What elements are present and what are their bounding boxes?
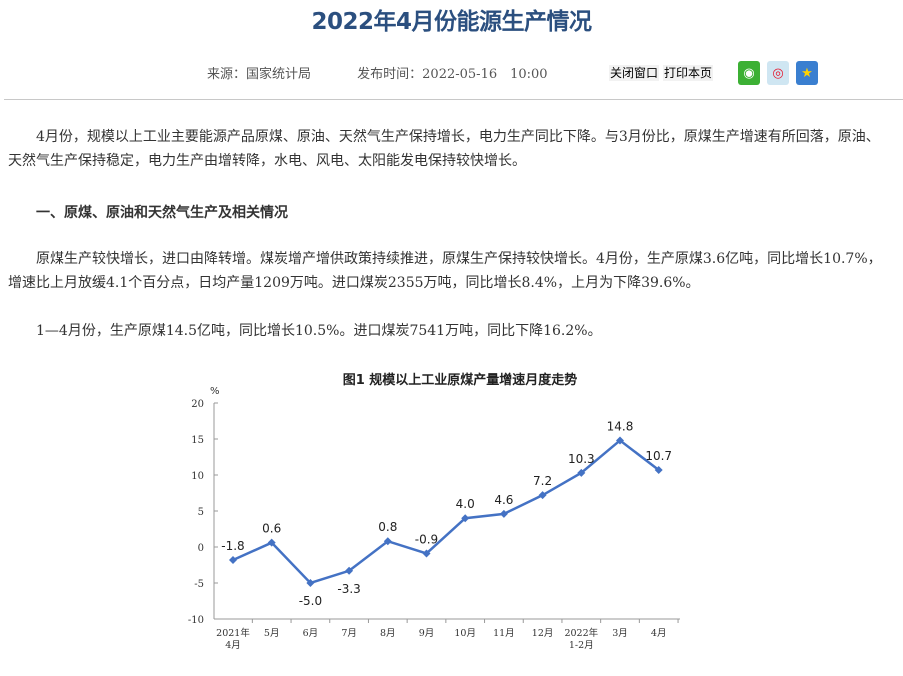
data-point (383, 537, 392, 546)
data-point (461, 514, 470, 523)
data-point (345, 566, 354, 575)
data-label: 0.6 (262, 522, 281, 536)
article-meta: 来源：国家统计局 发布时间：2022-05-16 10:00 (207, 63, 590, 82)
series-line (232, 438, 660, 585)
data-label: -3.3 (337, 582, 360, 596)
data-point (654, 465, 663, 474)
data-label: 4.6 (494, 493, 513, 507)
x-tick-label: 5月 (264, 628, 280, 639)
data-label: 14.8 (607, 419, 634, 433)
x-tick-label: 9月 (419, 628, 435, 639)
x-tick-label: 8月 (380, 628, 396, 639)
page-title: 2022年4月份能源生产情况 (311, 9, 592, 35)
data-label: -1.8 (221, 539, 244, 553)
coal-paragraph: 原煤生产较快增长，进口由降转增。煤炭增产增供政策持续推进，原煤生产保持较快增长。… (8, 251, 882, 291)
y-tick-label: 15 (191, 435, 204, 446)
close-window-button[interactable]: 关闭窗口 (609, 65, 660, 81)
x-tick-label: 2022年 (564, 627, 598, 639)
coal-ytd-paragraph: 1—4月份，生产原煤14.5亿吨，同比增长10.5%。进口煤炭7541万吨，同比… (36, 323, 602, 339)
y-tick-label: -5 (194, 579, 204, 590)
data-label: 10.3 (568, 452, 595, 466)
y-axis-unit: % (210, 386, 220, 397)
coal-growth-chart: 图1 规模以上工业原煤产量增速月度走势%20151050-5-102021年4月… (188, 372, 680, 651)
x-tick-label: 4月 (651, 628, 667, 639)
x-tick-label: 2021年 (216, 627, 250, 639)
y-tick-label: -10 (188, 615, 204, 626)
section-heading: 一、原煤、原油和天然气生产及相关情况 (36, 205, 288, 221)
source: 来源：国家统计局 (207, 67, 312, 82)
data-point (267, 538, 276, 547)
chart-title: 图1 规模以上工业原煤产量增速月度走势 (343, 372, 578, 388)
weibo-icon[interactable]: ◎ (767, 61, 789, 85)
x-tick-label: 3月 (612, 628, 628, 639)
data-point (538, 491, 547, 500)
data-label: 0.8 (378, 520, 397, 534)
qzone-icon[interactable]: ★ (796, 61, 818, 85)
data-point (499, 509, 508, 518)
x-tick-label: 1-2月 (569, 640, 594, 651)
x-tick-label: 4月 (225, 640, 241, 651)
divider (4, 99, 903, 100)
x-tick-label: 11月 (493, 628, 515, 639)
data-point (616, 436, 624, 445)
data-label: -0.9 (415, 532, 438, 546)
x-tick-label: 7月 (341, 628, 357, 639)
x-tick-label: 10月 (454, 628, 476, 639)
data-point (422, 549, 431, 558)
data-point (229, 555, 237, 564)
y-tick-label: 0 (198, 543, 204, 554)
publish-time: 发布时间：2022-05-16 10:00 (357, 67, 548, 82)
print-page-button[interactable]: 打印本页 (663, 65, 714, 81)
data-label: -5.0 (299, 594, 322, 608)
data-point (577, 468, 586, 477)
data-label: 7.2 (533, 474, 552, 488)
y-tick-label: 20 (191, 399, 204, 410)
data-label: 10.7 (645, 449, 672, 463)
y-tick-label: 5 (198, 507, 204, 518)
wechat-icon[interactable]: ◉ (738, 61, 760, 85)
x-tick-label: 6月 (303, 628, 319, 639)
data-label: 4.0 (456, 497, 475, 511)
x-tick-label: 12月 (532, 628, 554, 639)
data-point (306, 579, 315, 587)
intro-paragraph: 4月份，规模以上工业主要能源产品原煤、原油、天然气生产保持增长，电力生产同比下降… (8, 129, 880, 169)
y-tick-label: 10 (191, 471, 204, 482)
